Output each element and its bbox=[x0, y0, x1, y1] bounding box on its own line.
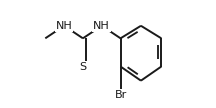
Text: Br: Br bbox=[114, 90, 127, 100]
Text: S: S bbox=[79, 62, 86, 71]
Text: NH: NH bbox=[56, 21, 73, 31]
Text: NH: NH bbox=[93, 21, 110, 31]
